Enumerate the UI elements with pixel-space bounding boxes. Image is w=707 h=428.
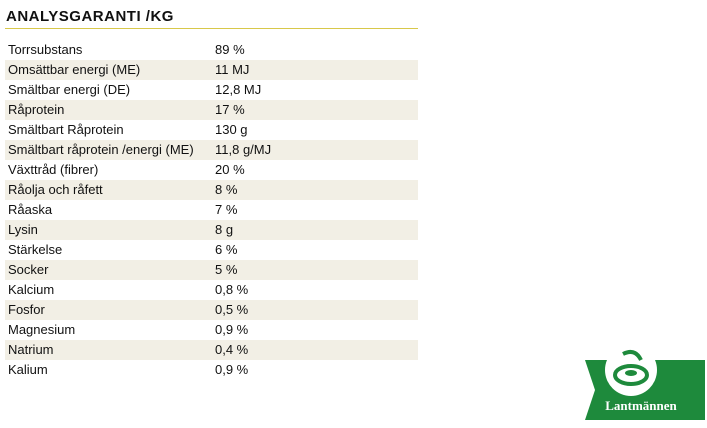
table-row: Råprotein 17 % <box>5 100 418 120</box>
row-value: 8 % <box>215 182 238 197</box>
table-row: Växttråd (fibrer) 20 % <box>5 160 418 180</box>
logo-text: Lantmännen <box>605 398 677 413</box>
row-label: Magnesium <box>8 322 76 337</box>
table: Torrsubstans 89 % Omsättbar energi (ME) 11 … <box>5 40 418 380</box>
row-label: Kalcium <box>8 282 55 297</box>
row-value: 89 % <box>215 42 245 57</box>
row-label: Stärkelse <box>8 242 63 257</box>
table-row: Råolja och råfett 8 % <box>5 180 418 200</box>
row-label: Råolja och råfett <box>8 182 103 197</box>
row-value: 12,8 MJ <box>215 82 262 97</box>
row-value: 11 MJ <box>215 62 250 77</box>
table-row: Kalium 0,9 % <box>5 360 418 380</box>
row-value: 0,9 % <box>215 322 249 337</box>
row-label: Natrium <box>8 342 54 357</box>
table-row: Torrsubstans 89 % <box>5 40 418 60</box>
table-row: Stärkelse 6 % <box>5 240 418 260</box>
table-row: Smältbar energi (DE) 12,8 MJ <box>5 80 418 100</box>
row-label: Smältbart råprotein /energi (ME) <box>8 142 194 157</box>
row-label: Lysin <box>8 222 38 237</box>
title: ANALYSGARANTI /KG <box>6 8 174 25</box>
row-label: Råprotein <box>8 102 65 117</box>
row-value: 130 g <box>215 122 248 137</box>
table-row: Natrium 0,4 % <box>5 340 418 360</box>
logo-mark <box>613 364 649 386</box>
row-value: 0,8 % <box>215 282 249 297</box>
table-row: Socker 5 % <box>5 260 418 280</box>
row-label: Växttråd (fibrer) <box>8 162 99 177</box>
row-label: Smältbart Råprotein <box>8 122 124 137</box>
row-value: 11,8 g/MJ <box>215 142 272 157</box>
row-label: Socker <box>8 262 49 277</box>
table-row: Smältbart råprotein /energi (ME) 11,8 g/M… <box>5 140 418 160</box>
title-rule <box>5 28 418 29</box>
row-value: 7 % <box>215 202 238 217</box>
row-value: 8 g <box>215 222 234 237</box>
row-label: Råaska <box>8 202 53 217</box>
row-value: 0,9 % <box>215 362 249 377</box>
table-row: Smältbart Råprotein 130 g <box>5 120 418 140</box>
row-value: 0,5 % <box>215 302 249 317</box>
table-row: Magnesium 0,9 % <box>5 320 418 340</box>
row-value: 20 % <box>215 162 245 177</box>
row-value: 6 % <box>215 242 238 257</box>
row-value: 5 % <box>215 262 238 277</box>
table-row: Fosfor 0,5 % <box>5 300 418 320</box>
row-label: Omsättbar energi (ME) <box>8 62 141 77</box>
row-label: Fosfor <box>8 302 45 317</box>
row-label: Smältbar energi (DE) <box>8 82 131 97</box>
table-row: Råaska 7 % <box>5 200 418 220</box>
table-row: Omsättbar energi (ME) 11 MJ <box>5 60 418 80</box>
row-label: Kalium <box>8 362 48 377</box>
logo-mark <box>625 370 637 376</box>
table-row: Kalcium 0,8 % <box>5 280 418 300</box>
logo-mark <box>622 350 643 361</box>
table-row: Lysin 8 g <box>5 220 418 240</box>
row-label: Torrsubstans <box>8 42 83 57</box>
row-value: 0,4 % <box>215 342 249 357</box>
row-value: 17 % <box>215 102 245 117</box>
logo: Lantmännen <box>585 344 705 420</box>
